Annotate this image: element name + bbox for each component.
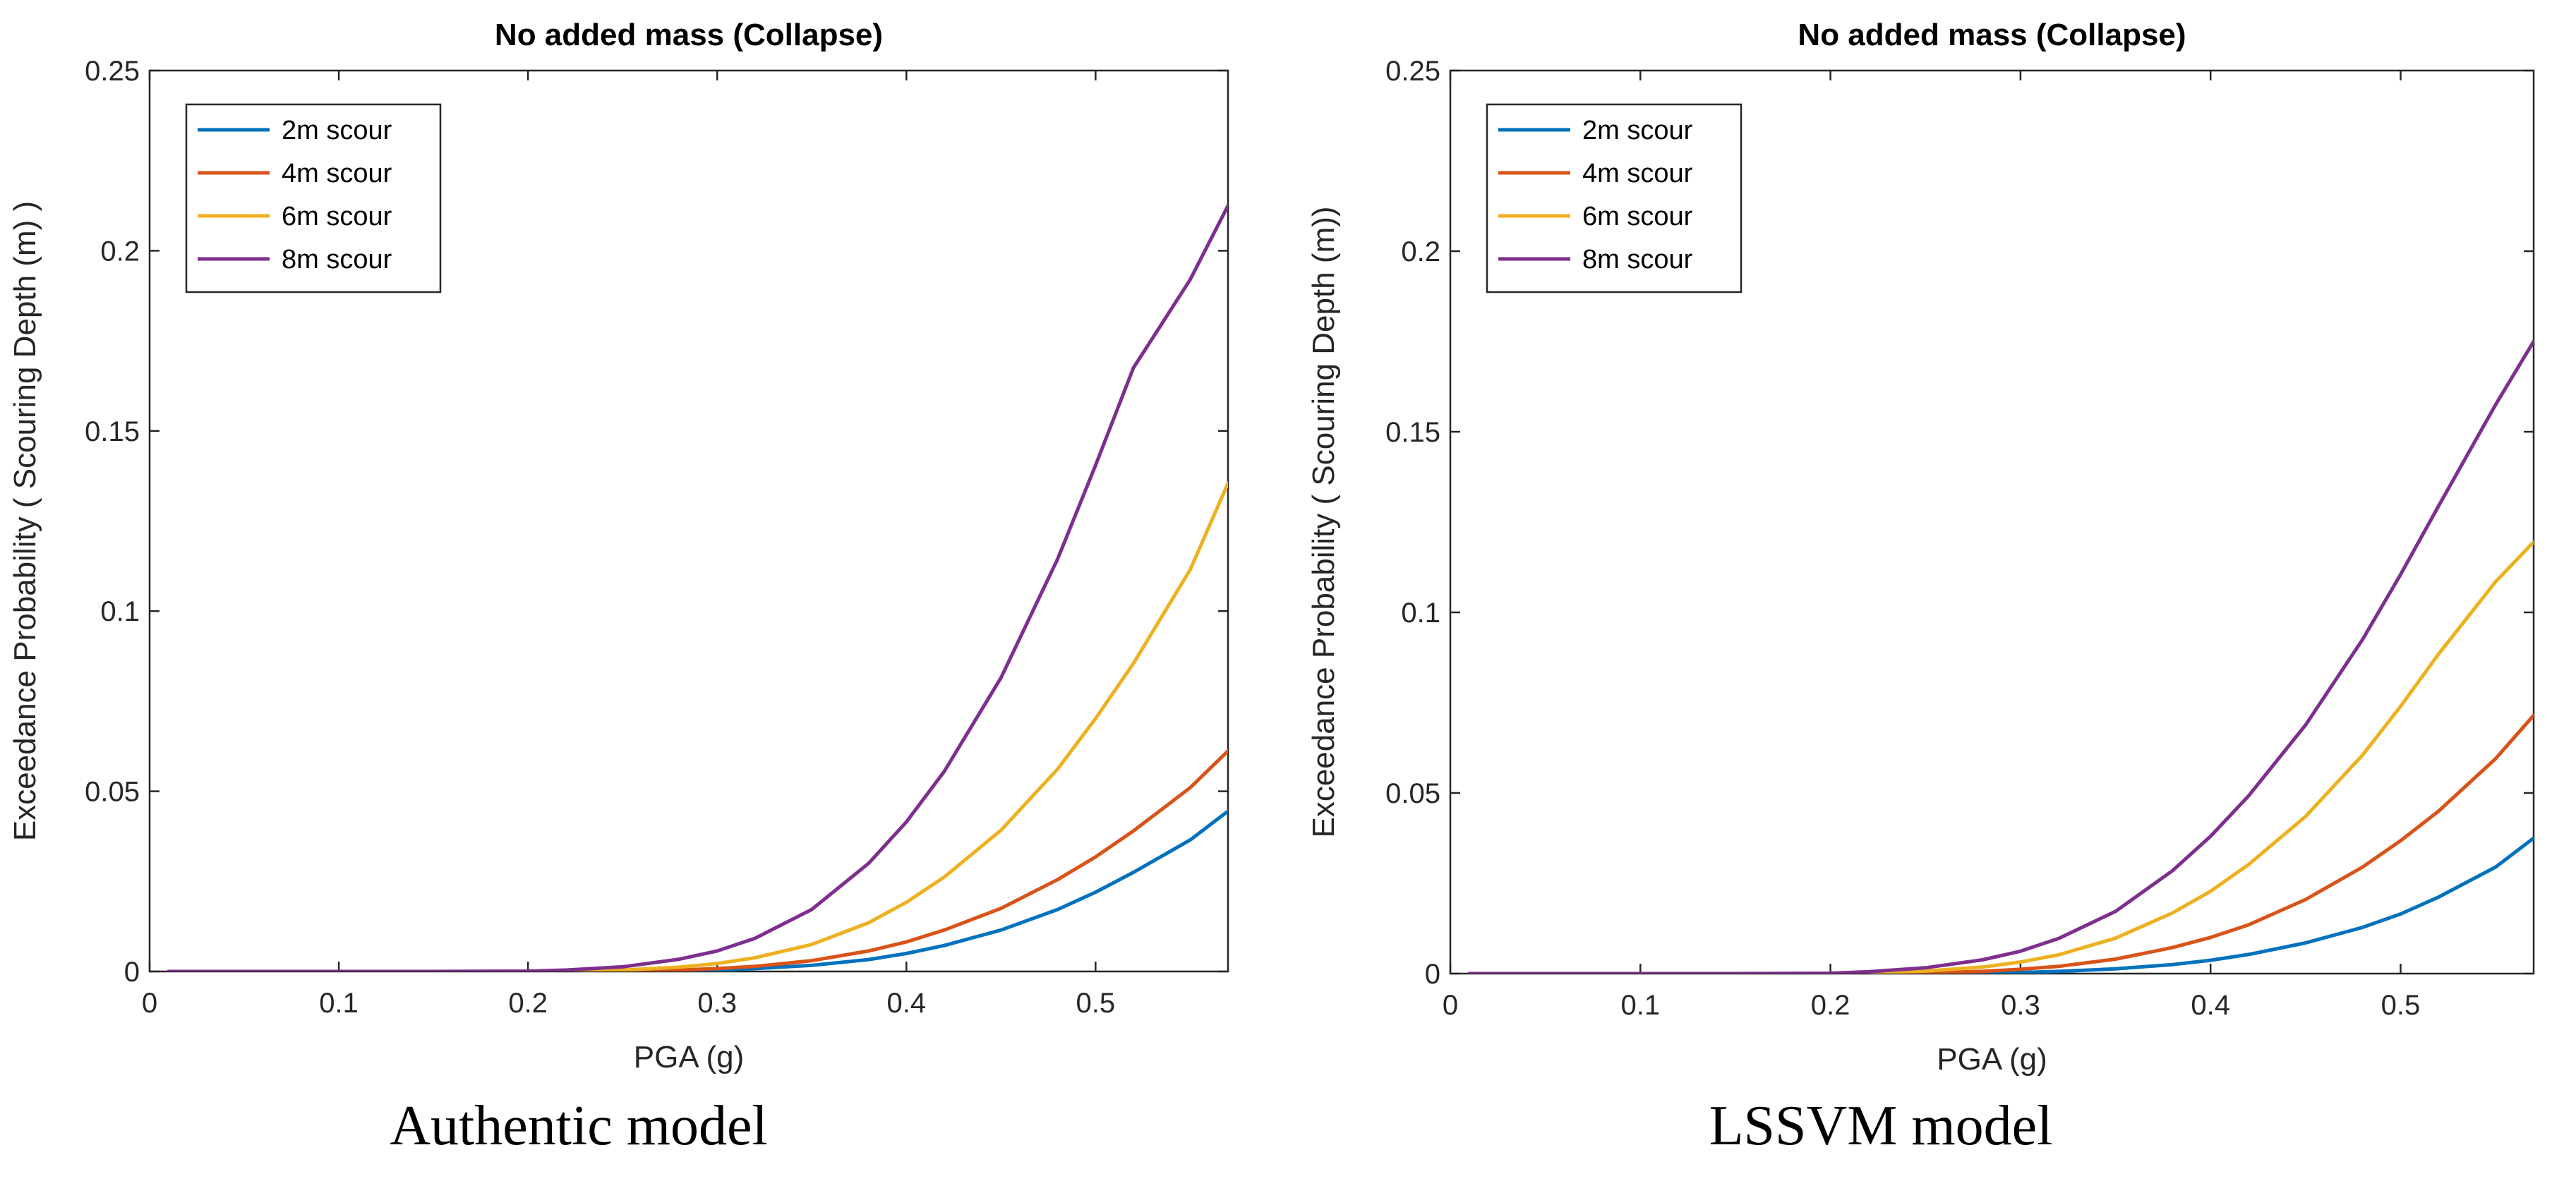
x-tick-label: 0.2: [508, 988, 548, 1019]
legend-entry: 8m scour: [282, 245, 392, 274]
series-line-8m-scour: [1467, 339, 2534, 974]
x-axis-label: PGA (g): [634, 1040, 745, 1074]
series-line-6m-scour: [1467, 540, 2534, 974]
x-axis-label: PGA (g): [1937, 1042, 2047, 1077]
series-line-4m-scour: [167, 749, 1228, 971]
x-tick-label: 0.1: [319, 988, 359, 1019]
series-line-6m-scour: [167, 481, 1228, 971]
series-line-2m-scour: [1467, 836, 2534, 974]
chart-title: No added mass (Collapse): [495, 18, 883, 52]
panel-caption: Authentic model: [390, 1095, 767, 1157]
x-tick-label: 0.2: [1811, 990, 1850, 1021]
series-line-4m-scour: [1467, 713, 2534, 974]
y-tick-label: 0.1: [1401, 598, 1440, 629]
x-tick-label: 0: [1443, 990, 1458, 1021]
chart-title: No added mass (Collapse): [1798, 18, 2186, 52]
legend-entry: 6m scour: [282, 202, 392, 231]
legend-entry: 2m scour: [1582, 116, 1693, 145]
legend-entry: 4m scour: [1582, 159, 1693, 188]
y-tick-label: 0.15: [1385, 417, 1440, 448]
x-tick-label: 0.4: [886, 988, 926, 1019]
y-tick-label: 0: [124, 957, 140, 988]
y-tick-label: 0.05: [1385, 778, 1440, 809]
x-tick-label: 0.5: [1076, 988, 1116, 1019]
y-tick-label: 0.1: [100, 596, 140, 627]
series-line-8m-scour: [167, 204, 1228, 971]
chart-panel-2: 0 0.1 0.2 0.3 0.4 0.5 0 0.05 0.1 0.15 0.2 0.25 2m sc…: [1306, 18, 2535, 1157]
x-tick-label: 0.1: [1620, 990, 1660, 1021]
y-tick-label: 0.2: [1401, 236, 1440, 267]
y-axis-label: Exceedance Probability ( Scouring Depth …: [1306, 206, 1341, 837]
y-tick-label: 0.05: [85, 777, 140, 808]
x-tick-label: 0.4: [2191, 990, 2230, 1021]
legend-entry: 4m scour: [282, 159, 392, 188]
y-tick-label: 0.15: [85, 416, 140, 447]
y-tick-label: 0.25: [85, 56, 140, 87]
x-tick-label: 0.3: [2001, 990, 2040, 1021]
legend-entry: 8m scour: [1582, 245, 1693, 274]
y-tick-label: 0.2: [100, 236, 140, 267]
y-tick-label: 0: [1425, 959, 1440, 990]
x-tick-label: 0.5: [2381, 990, 2421, 1021]
y-axis-label: Exceedance Probability ( Scouring Depth …: [8, 201, 42, 841]
chart-panel-1: 0 0.1 0.2 0.3 0.4 0.5 0 0.05 0.1 0.15 0.2 0.25 2m sc…: [8, 18, 1229, 1157]
legend-entry: 6m scour: [1582, 202, 1693, 231]
legend-box: [185, 103, 442, 293]
y-tick-label: 0.25: [1385, 56, 1440, 87]
x-tick-label: 0.3: [697, 988, 737, 1019]
panel-caption: LSSVM model: [1709, 1095, 2053, 1157]
series-line-2m-scour: [167, 809, 1228, 971]
legend-entry: 2m scour: [282, 116, 392, 145]
x-tick-label: 0: [142, 988, 157, 1019]
legend-box: [1486, 103, 1743, 293]
